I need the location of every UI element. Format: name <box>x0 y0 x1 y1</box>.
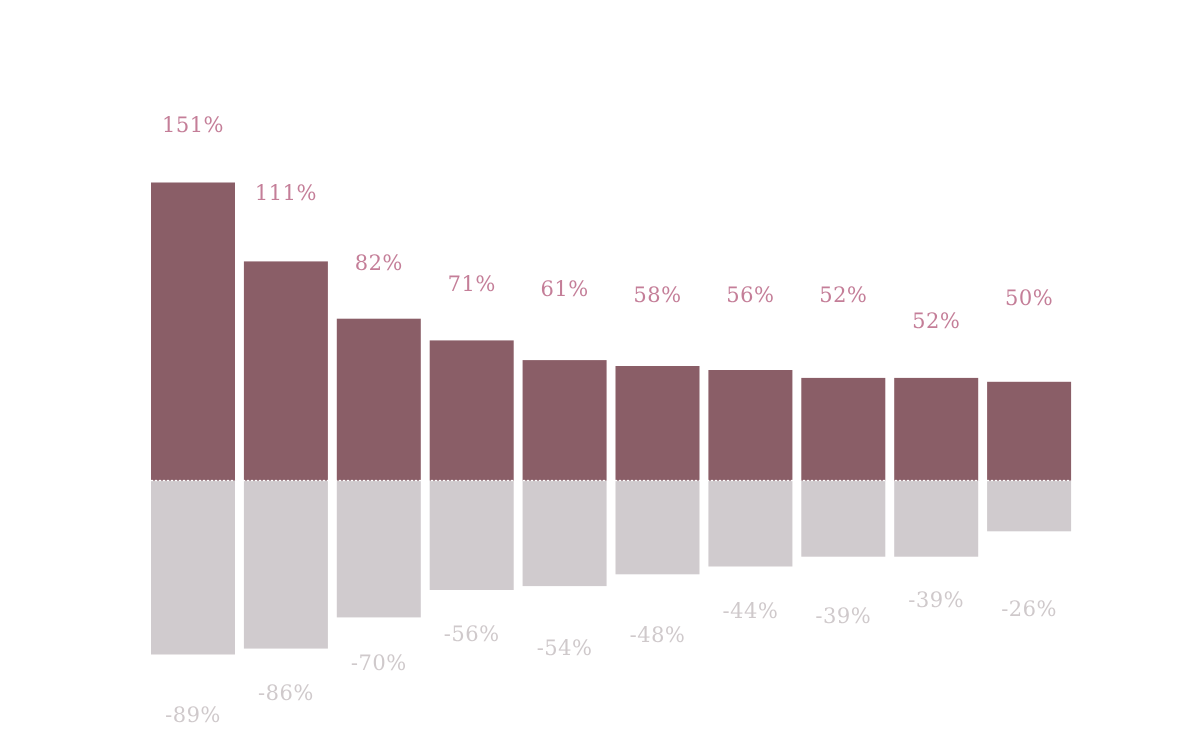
negative-bar-4 <box>429 480 514 590</box>
positive-bar-10 <box>987 381 1072 481</box>
positive-bar-4 <box>429 340 514 481</box>
positive-label-1: 151% <box>162 113 224 137</box>
negative-bar-8 <box>801 480 886 557</box>
negative-bar-7 <box>708 480 793 567</box>
positive-label-6: 58% <box>633 283 681 307</box>
negative-bar-10 <box>987 480 1072 532</box>
negative-label-7: -44% <box>723 599 779 623</box>
positive-label-5: 61% <box>541 277 589 301</box>
negative-label-5: -54% <box>537 636 593 660</box>
positive-label-10: 50% <box>1005 286 1053 310</box>
positive-bar-7 <box>708 370 793 481</box>
positive-label-7: 56% <box>726 283 774 307</box>
negative-label-6: -48% <box>630 623 686 647</box>
positive-label-3: 82% <box>355 251 403 275</box>
positive-bar-9 <box>894 377 979 481</box>
positive-label-9: 52% <box>912 309 960 333</box>
positive-label-4: 71% <box>448 272 496 296</box>
positive-bar-6 <box>615 366 700 481</box>
positive-bar-3 <box>336 318 421 481</box>
negative-bar-9 <box>894 480 979 557</box>
negative-bars <box>151 480 1072 655</box>
positive-label-8: 52% <box>819 283 867 307</box>
negative-label-8: -39% <box>815 604 871 628</box>
positive-bars <box>151 182 1072 481</box>
negative-bar-3 <box>336 480 421 618</box>
negative-bar-1 <box>151 480 235 655</box>
negative-label-10: -26% <box>1001 597 1057 621</box>
positive-bar-2 <box>243 261 328 481</box>
negative-labels: -89% -86% -70% -56% -54% -48% -44% -39% -39% -26% <box>165 588 1057 727</box>
negative-label-4: -56% <box>444 622 500 646</box>
positive-bar-5 <box>522 360 607 481</box>
negative-label-1: -89% <box>165 703 221 727</box>
positive-bar-1 <box>151 182 235 481</box>
negative-label-9: -39% <box>908 588 964 612</box>
positive-labels: 151% 111% 82% 71% 61% 58% 56% 52% 52% 50% <box>162 113 1053 333</box>
positive-bar-8 <box>801 377 886 481</box>
negative-label-2: -86% <box>258 681 314 705</box>
positive-label-2: 111% <box>255 181 317 205</box>
negative-bar-6 <box>615 480 700 575</box>
negative-bar-5 <box>522 480 607 587</box>
negative-bar-2 <box>243 480 328 649</box>
negative-label-3: -70% <box>351 651 407 675</box>
